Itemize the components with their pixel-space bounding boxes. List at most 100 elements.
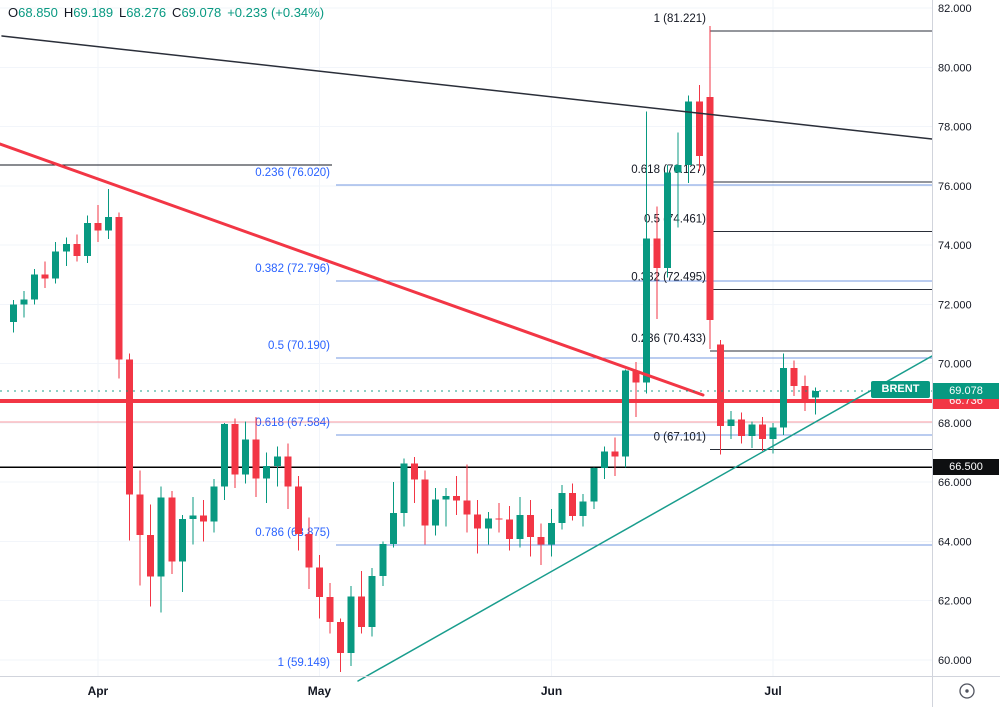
fib-retracement-up-label: 1 (81.221) — [654, 13, 707, 25]
candle-body — [769, 427, 777, 440]
candle-body — [284, 456, 292, 487]
candle-body — [463, 500, 471, 515]
candle-body — [136, 494, 144, 536]
descending-trendline-red[interactable] — [0, 142, 705, 397]
candle-body — [780, 368, 788, 428]
ascending-trendline-teal[interactable] — [357, 355, 933, 682]
candle-body — [600, 451, 608, 469]
candle-body — [210, 486, 218, 522]
open-label: O — [8, 5, 19, 20]
price-axis-area[interactable] — [932, 0, 1000, 676]
candle-body — [537, 537, 545, 545]
candle-body — [432, 499, 439, 526]
candle-body — [790, 368, 798, 386]
candle-body — [115, 216, 123, 360]
candle-body — [263, 465, 271, 479]
target-icon[interactable] — [956, 680, 978, 702]
candle-body — [52, 251, 60, 279]
candle-body — [685, 101, 693, 166]
candle-body — [252, 439, 260, 479]
candle-body — [178, 518, 186, 562]
price-tick-label: 60.000 — [938, 655, 972, 667]
open-value: 68.850 — [18, 5, 58, 20]
candle-body — [389, 512, 397, 545]
candle-body — [368, 575, 376, 627]
high-label: H — [63, 5, 74, 20]
candle-body — [737, 419, 745, 437]
candle-body — [516, 514, 524, 539]
candle-body — [326, 596, 334, 622]
close-label: C — [172, 5, 182, 20]
fib-retracement-up-label: 0.382 (72.495) — [631, 272, 706, 284]
candle-body — [62, 244, 70, 252]
candle-body — [548, 522, 556, 545]
candle-body — [474, 514, 482, 529]
candle-body — [10, 304, 17, 323]
time-tick-label: Apr — [88, 684, 109, 698]
price-tick-label: 66.000 — [938, 477, 972, 489]
candle-body — [442, 495, 450, 500]
fib-retracement-down-label: 0.5 (70.190) — [268, 340, 330, 352]
candle-body — [664, 172, 672, 268]
candle-body — [526, 514, 534, 538]
candle-body — [31, 274, 39, 300]
candle-body — [94, 223, 102, 231]
time-tick-label: Jun — [541, 684, 562, 698]
candle-body — [157, 497, 165, 577]
candle-body — [189, 515, 197, 519]
candle-body — [83, 223, 91, 257]
fib-retracement-down-label: 0.618 (67.584) — [255, 417, 330, 429]
candle-body — [20, 299, 28, 305]
candle-body — [569, 493, 577, 516]
candle-body — [611, 451, 619, 457]
change-value: +0.233 (+0.34%) — [227, 5, 325, 20]
fib-retracement-up-label: 0.236 (70.433) — [631, 333, 706, 345]
candle-body — [73, 244, 81, 257]
candle-body — [41, 274, 49, 279]
candle-body — [400, 463, 408, 513]
candle-body — [104, 216, 112, 231]
candle-body — [748, 424, 756, 437]
candle-body — [653, 238, 661, 268]
candle-body — [632, 370, 640, 383]
candle-body — [643, 238, 650, 383]
time-axis-area[interactable] — [0, 676, 1000, 707]
candle-body — [147, 535, 155, 577]
ohlc-legend: O68.850 H69.189 L68.276 C69.078 +0.233 (+0.3… — [8, 5, 324, 20]
candle-body — [410, 463, 418, 480]
candle-body — [337, 621, 345, 654]
price-tick-label: 80.000 — [938, 62, 972, 74]
close-value: 69.078 — [181, 5, 222, 20]
candle-body — [674, 165, 682, 173]
target-icon-glyph — [959, 683, 975, 699]
fib-retracement-up-label: 0.5 (74.461) — [644, 213, 706, 225]
candle-body — [579, 501, 587, 516]
fib-retracement-up-label: 0.618 (76.127) — [631, 164, 706, 176]
candle-body — [168, 497, 176, 562]
candle-body — [315, 567, 323, 597]
candle-body — [801, 385, 809, 403]
last-price-label: 69.078 — [933, 383, 999, 399]
candle-body — [706, 96, 714, 320]
fib-retracement-down-label: 1 (59.149) — [278, 657, 331, 669]
candle-body — [421, 479, 429, 526]
descending-trendline-black[interactable] — [1, 35, 933, 140]
price-tick-label: 68.000 — [938, 418, 972, 430]
candle-body — [727, 419, 735, 426]
fib-retracement-down-label: 0.236 (76.020) — [255, 167, 330, 179]
price-tick-label: 62.000 — [938, 596, 972, 608]
candle-body — [811, 390, 819, 398]
candle-body — [379, 544, 387, 576]
high-value: 69.189 — [73, 5, 114, 20]
symbol-label: BRENT — [871, 381, 930, 398]
candle-body — [199, 515, 207, 522]
candle-body — [558, 493, 566, 523]
candle-body — [484, 518, 492, 529]
price-tick-label: 70.000 — [938, 359, 972, 371]
time-tick-label: May — [308, 684, 332, 698]
candle-body — [294, 486, 302, 535]
candle-body — [126, 359, 134, 495]
low-value: 68.276 — [126, 5, 167, 20]
